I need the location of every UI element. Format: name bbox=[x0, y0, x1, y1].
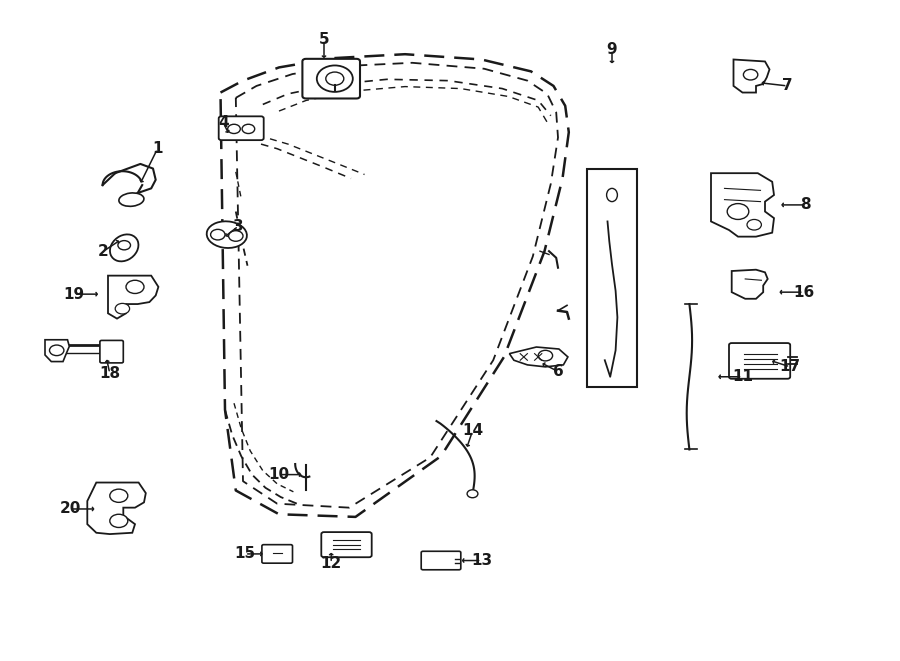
Ellipse shape bbox=[607, 188, 617, 202]
FancyBboxPatch shape bbox=[100, 340, 123, 363]
Circle shape bbox=[126, 280, 144, 293]
Circle shape bbox=[229, 231, 243, 241]
Text: 6: 6 bbox=[553, 364, 563, 379]
Circle shape bbox=[242, 124, 255, 134]
Circle shape bbox=[326, 72, 344, 85]
Text: 2: 2 bbox=[98, 244, 109, 258]
Text: 14: 14 bbox=[462, 424, 483, 438]
Text: 19: 19 bbox=[63, 287, 85, 301]
Bar bbox=[588, 169, 637, 387]
Text: 13: 13 bbox=[471, 553, 492, 568]
FancyBboxPatch shape bbox=[421, 551, 461, 570]
Text: 16: 16 bbox=[793, 285, 814, 299]
Circle shape bbox=[110, 514, 128, 527]
Circle shape bbox=[50, 345, 64, 356]
Ellipse shape bbox=[110, 235, 139, 261]
Text: 15: 15 bbox=[234, 547, 256, 561]
Text: 4: 4 bbox=[218, 115, 229, 130]
Text: 20: 20 bbox=[59, 502, 81, 516]
Polygon shape bbox=[87, 483, 146, 534]
FancyBboxPatch shape bbox=[321, 532, 372, 557]
Circle shape bbox=[467, 490, 478, 498]
Polygon shape bbox=[45, 340, 69, 362]
Ellipse shape bbox=[119, 193, 144, 206]
FancyBboxPatch shape bbox=[262, 545, 292, 563]
Circle shape bbox=[317, 65, 353, 92]
Text: 1: 1 bbox=[152, 141, 163, 156]
Text: 5: 5 bbox=[319, 32, 329, 47]
Circle shape bbox=[538, 350, 553, 361]
Circle shape bbox=[727, 204, 749, 219]
FancyBboxPatch shape bbox=[219, 116, 264, 140]
Text: 7: 7 bbox=[782, 79, 793, 93]
Text: 9: 9 bbox=[607, 42, 617, 57]
Text: 18: 18 bbox=[99, 366, 121, 381]
Polygon shape bbox=[732, 270, 768, 299]
Polygon shape bbox=[108, 276, 158, 319]
Text: 17: 17 bbox=[779, 360, 801, 374]
FancyBboxPatch shape bbox=[729, 343, 790, 379]
Ellipse shape bbox=[207, 221, 247, 248]
Text: 8: 8 bbox=[800, 198, 811, 212]
Polygon shape bbox=[734, 59, 770, 93]
Text: 11: 11 bbox=[732, 369, 753, 384]
Text: 10: 10 bbox=[268, 467, 290, 482]
FancyBboxPatch shape bbox=[302, 59, 360, 98]
Circle shape bbox=[747, 219, 761, 230]
Polygon shape bbox=[509, 347, 568, 367]
Circle shape bbox=[118, 241, 130, 250]
Circle shape bbox=[228, 124, 240, 134]
Circle shape bbox=[110, 489, 128, 502]
Circle shape bbox=[743, 69, 758, 80]
Circle shape bbox=[211, 229, 225, 240]
Text: 12: 12 bbox=[320, 556, 342, 570]
Text: 3: 3 bbox=[233, 219, 244, 233]
Polygon shape bbox=[711, 173, 774, 237]
Circle shape bbox=[115, 303, 130, 314]
